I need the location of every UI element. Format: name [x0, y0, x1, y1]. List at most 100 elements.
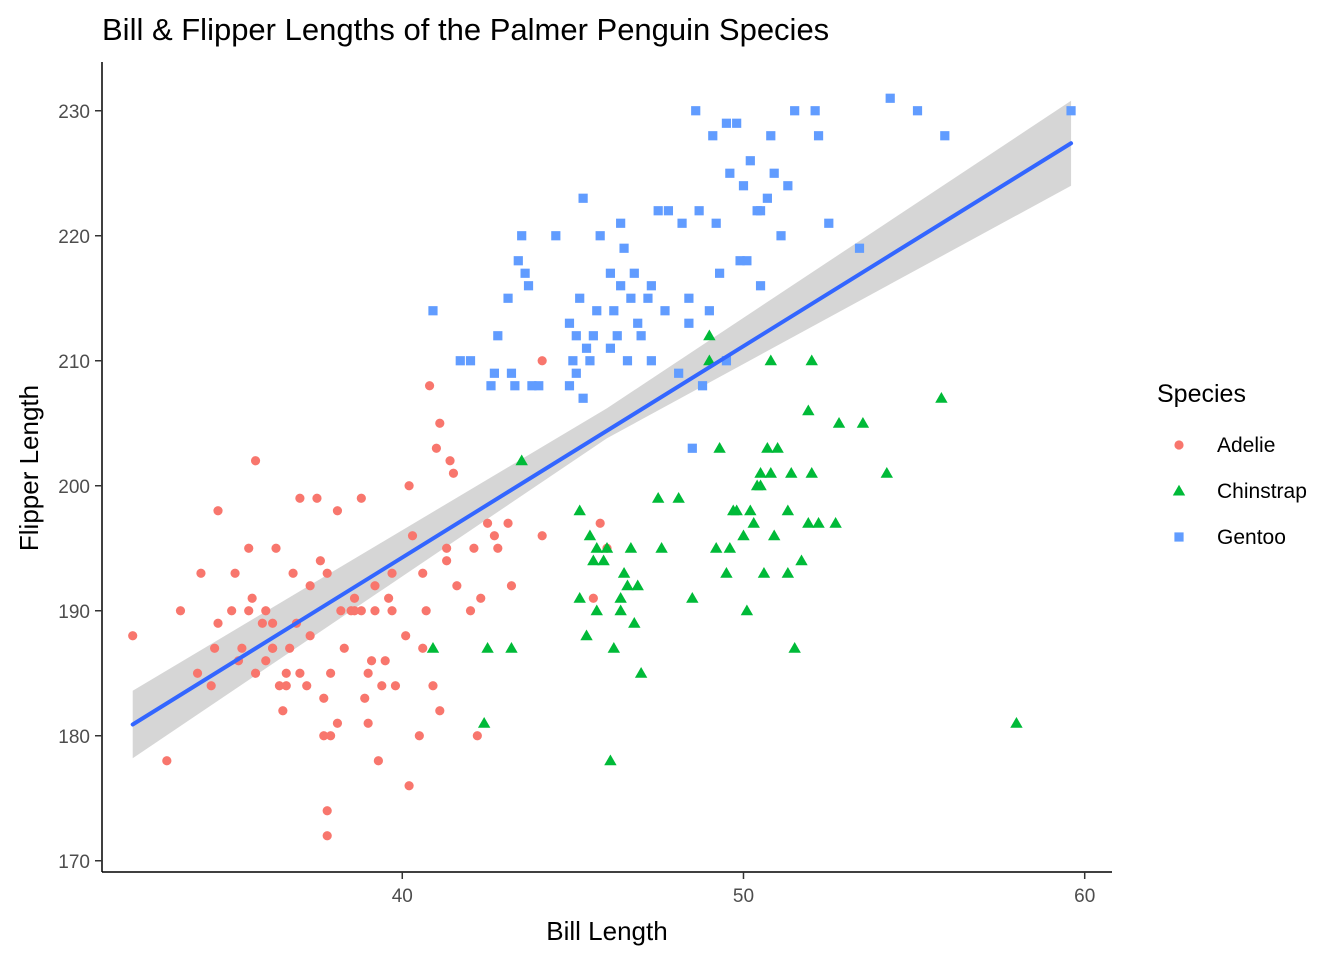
axes-layer: 40 50 60 170 180 190 200 210 220 230	[58, 62, 1112, 907]
adelie-point	[380, 656, 390, 666]
adelie-point	[431, 443, 441, 453]
adelie-point	[493, 543, 503, 553]
chinstrap-point	[481, 642, 494, 653]
gentoo-point	[663, 206, 674, 216]
gentoo-point	[493, 331, 503, 341]
gentoo-point	[711, 218, 721, 228]
confidence-band-layer	[132, 100, 1072, 759]
series-gentoo	[428, 93, 1076, 453]
adelie-point	[305, 581, 315, 591]
adelie-point	[418, 568, 428, 578]
y-tick-label: 170	[58, 852, 90, 873]
gentoo-point	[486, 381, 496, 391]
legend-key-chinstrap	[1172, 484, 1186, 496]
chinstrap-point	[634, 667, 648, 678]
gentoo-point	[721, 118, 732, 128]
gentoo-point	[745, 156, 755, 166]
adelie-point	[363, 668, 373, 678]
chinstrap-point	[757, 567, 771, 578]
chinstrap-point	[713, 442, 726, 453]
adelie-point	[322, 806, 332, 816]
adelie-point	[315, 556, 325, 566]
confidence-band	[132, 100, 1072, 759]
gentoo-point	[684, 318, 694, 328]
adelie-point	[442, 556, 452, 566]
legend-key-gentoo	[1174, 532, 1184, 542]
adelie-point	[250, 456, 261, 466]
chinstrap-point	[587, 554, 600, 566]
adelie-point	[452, 581, 462, 591]
chinstrap-point	[805, 354, 818, 366]
chinstrap-point	[628, 617, 641, 628]
adelie-point	[128, 631, 138, 641]
chinstrap-point	[583, 529, 597, 541]
adelie-point	[322, 831, 332, 841]
chinstrap-point	[505, 642, 518, 653]
adelie-point	[407, 531, 418, 541]
chart-title: Bill & Flipper Lengths of the Palmer Pen…	[102, 12, 829, 47]
adelie-point	[588, 593, 598, 603]
points-layer	[128, 93, 1076, 841]
chinstrap-point	[740, 604, 754, 616]
gentoo-point	[568, 356, 578, 366]
chinstrap-point	[607, 642, 621, 653]
chinstrap-point	[832, 417, 846, 428]
gentoo-point	[885, 93, 895, 103]
adelie-point	[366, 656, 377, 666]
x-tick-label: 50	[733, 886, 754, 907]
chinstrap-point	[573, 504, 586, 516]
adelie-point	[268, 618, 278, 628]
adelie-point	[302, 681, 312, 691]
gentoo-point	[633, 318, 643, 328]
adelie-point	[230, 568, 240, 578]
adelie-point	[227, 606, 237, 616]
adelie-point	[247, 593, 257, 603]
legend-key-adelie	[1174, 440, 1184, 450]
gentoo-point	[626, 293, 636, 303]
adelie-point	[387, 606, 397, 616]
chinstrap-point	[573, 592, 586, 603]
gentoo-point	[783, 181, 793, 191]
legend-label: Gentoo	[1217, 526, 1286, 549]
adelie-point	[213, 506, 223, 516]
gentoo-point	[551, 231, 561, 241]
y-tick-label: 180	[58, 727, 90, 748]
chinstrap-point	[624, 542, 638, 553]
adelie-point	[418, 643, 428, 653]
chinstrap-point	[812, 517, 825, 528]
gentoo-point	[738, 181, 749, 191]
chinstrap-point	[802, 404, 815, 416]
adelie-point	[244, 543, 254, 553]
gentoo-point	[619, 243, 629, 253]
adelie-point	[472, 731, 482, 741]
adelie-point	[442, 543, 452, 553]
gentoo-point	[517, 231, 527, 241]
chinstrap-point	[703, 329, 716, 341]
chinstrap-point	[764, 467, 777, 478]
gentoo-point	[629, 268, 639, 278]
chinstrap-point	[631, 579, 644, 591]
legend-item-chinstrap: Chinstrap	[1172, 480, 1307, 503]
gentoo-point	[571, 368, 581, 378]
adelie-point	[210, 643, 220, 653]
x-axis-title: Bill Length	[546, 916, 667, 946]
adelie-point	[424, 381, 435, 391]
chinstrap-point	[597, 554, 610, 566]
gentoo-point	[674, 368, 684, 378]
gentoo-point	[575, 293, 585, 303]
gentoo-point	[503, 293, 513, 303]
adelie-point	[237, 643, 247, 653]
y-tick-label: 190	[58, 602, 90, 623]
adelie-point	[192, 668, 203, 678]
chinstrap-point	[515, 454, 528, 466]
gentoo-point	[691, 106, 701, 116]
gentoo-point	[465, 356, 476, 366]
gentoo-point	[592, 306, 602, 316]
adelie-point	[390, 681, 401, 691]
gentoo-point	[588, 331, 598, 341]
adelie-point	[281, 681, 291, 691]
gentoo-point	[622, 356, 633, 366]
gentoo-point	[824, 218, 834, 228]
chinstrap-point	[672, 492, 685, 503]
